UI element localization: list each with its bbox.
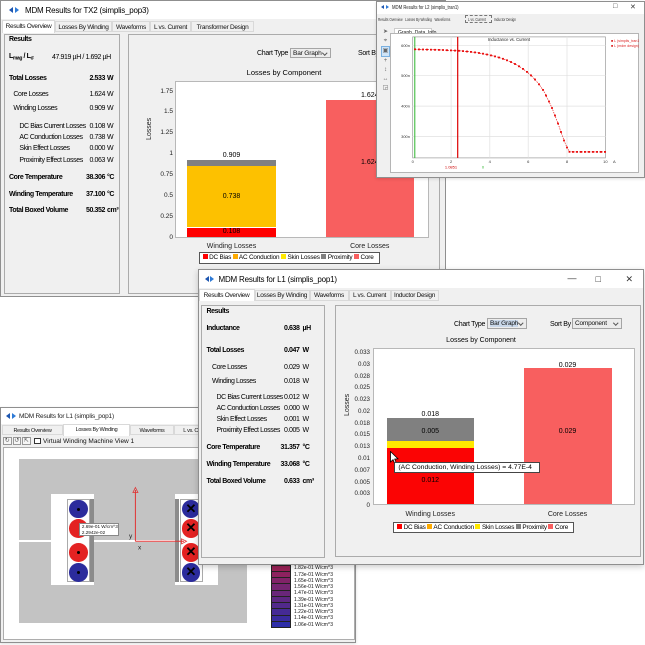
svg-text:A: A bbox=[613, 159, 616, 164]
svg-text:1.0851: 1.0851 bbox=[445, 164, 458, 169]
svg-text:x: x bbox=[138, 545, 142, 552]
svg-text:4: 4 bbox=[489, 159, 492, 164]
svg-text:300n: 300n bbox=[401, 134, 410, 139]
svg-text:0: 0 bbox=[412, 159, 415, 164]
svg-text:600n: 600n bbox=[401, 42, 410, 47]
svg-text:0: 0 bbox=[482, 164, 485, 169]
svg-text:8: 8 bbox=[566, 159, 569, 164]
svg-text:Inductance vs. Current: Inductance vs. Current bbox=[488, 37, 531, 42]
svg-text:6: 6 bbox=[527, 159, 530, 164]
svg-text:400n: 400n bbox=[401, 103, 410, 108]
svg-text:y: y bbox=[129, 533, 133, 540]
svg-text:■ L (mdm design): ■ L (mdm design) bbox=[611, 44, 639, 48]
svg-text:10: 10 bbox=[603, 159, 608, 164]
svg-text:500n: 500n bbox=[401, 73, 410, 78]
svg-text:■ L (simplis_tran1): ■ L (simplis_tran1) bbox=[611, 39, 639, 43]
svg-text:2: 2 bbox=[450, 159, 453, 164]
